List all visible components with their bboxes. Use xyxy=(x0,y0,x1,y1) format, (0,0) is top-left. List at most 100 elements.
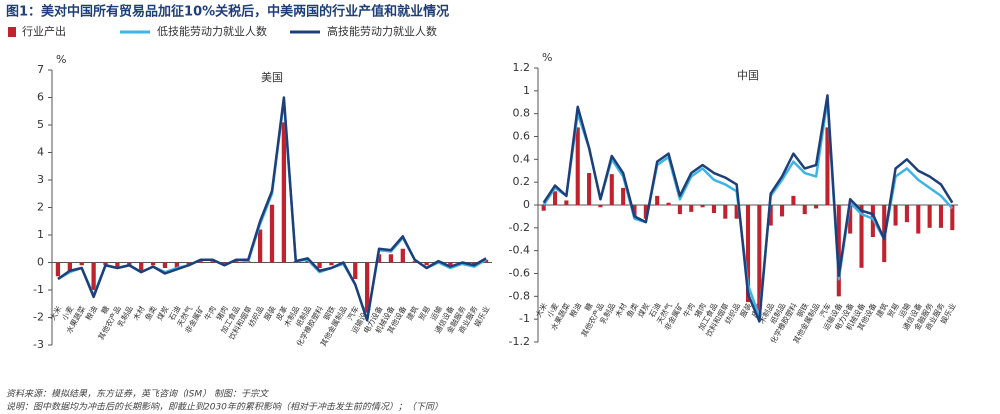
x-tick-label: 贸易 xyxy=(416,304,432,322)
bar xyxy=(162,262,168,268)
bar xyxy=(609,174,614,205)
y-unit: % xyxy=(542,51,552,64)
bar xyxy=(329,262,334,266)
x-tick-label: 粮油 xyxy=(567,301,583,319)
bar xyxy=(150,262,156,266)
y-tick-label: 6 xyxy=(37,91,44,104)
bar xyxy=(780,205,785,217)
line xyxy=(542,94,954,323)
bar xyxy=(222,262,227,264)
y-tick-label: 0 xyxy=(37,256,44,269)
y-tick-label: -0.2 xyxy=(509,221,530,234)
bar xyxy=(210,261,215,263)
y-tick-label: -1 xyxy=(33,283,44,296)
bar xyxy=(768,205,773,226)
y-tick-label: 4 xyxy=(37,146,44,159)
bar xyxy=(791,195,796,205)
explain-note: 说明：图中数据均为冲击后的长期影响，即截止到2030年的累积影响（相对于冲击发生… xyxy=(6,402,443,413)
y-tick-label: 3 xyxy=(37,173,44,186)
bar xyxy=(689,205,694,212)
bar xyxy=(448,262,453,266)
bar xyxy=(67,262,72,271)
bar xyxy=(723,205,728,219)
bar xyxy=(103,262,108,266)
bar xyxy=(745,205,751,303)
bar xyxy=(904,205,909,223)
x-tick-label: 牛肉 xyxy=(202,304,218,322)
bar xyxy=(317,262,322,268)
source-note: 资料来源：模拟结果，东方证券，英飞咨询（ISM） 制图：于宗文 xyxy=(6,389,270,400)
bar xyxy=(353,262,358,279)
x-tick-label: 糖 xyxy=(99,304,112,316)
bar xyxy=(825,127,830,205)
y-tick-label: -1.2 xyxy=(509,335,530,348)
y-tick-label: 0.6 xyxy=(513,130,531,143)
y-unit: % xyxy=(56,53,66,66)
bar xyxy=(139,262,144,271)
bar xyxy=(541,205,546,211)
bar xyxy=(55,262,61,277)
bar xyxy=(269,204,275,263)
bar xyxy=(621,187,626,205)
legend-label: 行业产出 xyxy=(22,24,66,38)
bar xyxy=(364,262,370,312)
x-tick-label: 粮油 xyxy=(83,304,99,322)
y-tick-label: 0.4 xyxy=(513,152,531,165)
bar xyxy=(632,205,637,217)
bar xyxy=(927,205,932,228)
legend-label: 高技能劳动力就业人数 xyxy=(327,24,437,38)
bar xyxy=(859,205,864,268)
bar xyxy=(115,262,120,268)
bar xyxy=(281,122,287,263)
y-tick-label: 2 xyxy=(37,201,44,214)
bar xyxy=(257,229,263,263)
y-tick-label: 0.2 xyxy=(513,175,531,188)
legend-label: 低技能劳动力就业人数 xyxy=(157,24,267,38)
y-tick-label: -0.4 xyxy=(509,244,530,257)
bar xyxy=(893,205,898,226)
chart: % 中国 -1.2 -1 -0.8 -0.6 -0.4 -0.2 0 0.2 0.4 0.6 0.8 1 1… xyxy=(509,51,959,348)
y-tick-label: 1 xyxy=(523,84,530,97)
x-tick-label: 糖 xyxy=(582,301,595,313)
bar xyxy=(848,205,853,234)
legend: 行业产出 低技能劳动力就业人数 高技能劳动力就业人数 xyxy=(8,24,437,38)
bar xyxy=(757,205,762,317)
y-tick-label: 0 xyxy=(523,198,530,211)
bar xyxy=(950,205,955,231)
bar xyxy=(802,205,807,215)
page-title: 图1：美对中国所有贸易品加征10%关税后，中美两国的行业产值和就业情况 xyxy=(6,4,449,20)
bar xyxy=(587,173,592,205)
y-tick-label: 1.2 xyxy=(513,61,531,74)
chart-title: 中国 xyxy=(737,69,759,82)
bar xyxy=(643,205,648,219)
bar xyxy=(376,254,382,263)
bar xyxy=(388,254,394,263)
y-tick-label: -0.8 xyxy=(509,289,530,302)
bar xyxy=(938,205,944,228)
bar xyxy=(700,205,705,208)
bar xyxy=(127,262,132,266)
y-tick-label: -2 xyxy=(33,311,44,324)
bar xyxy=(711,205,716,213)
bar xyxy=(564,200,569,205)
bar xyxy=(91,262,96,290)
y-tick-label: 7 xyxy=(37,63,44,76)
y-tick-label: -0.6 xyxy=(509,267,530,280)
bar xyxy=(400,248,405,263)
bar xyxy=(79,262,84,266)
bar xyxy=(677,205,682,215)
y-tick-label: 5 xyxy=(37,118,44,131)
y-tick-label: 1 xyxy=(37,228,44,241)
bar xyxy=(424,262,429,266)
bar xyxy=(575,127,580,205)
bar xyxy=(814,205,819,209)
bar xyxy=(734,205,739,219)
bar xyxy=(598,205,603,208)
chart-title: 美国 xyxy=(261,71,283,84)
bar xyxy=(174,262,180,268)
bar xyxy=(916,205,921,234)
bar xyxy=(234,261,239,263)
y-tick-label: 0.8 xyxy=(513,107,531,120)
line xyxy=(57,96,487,322)
